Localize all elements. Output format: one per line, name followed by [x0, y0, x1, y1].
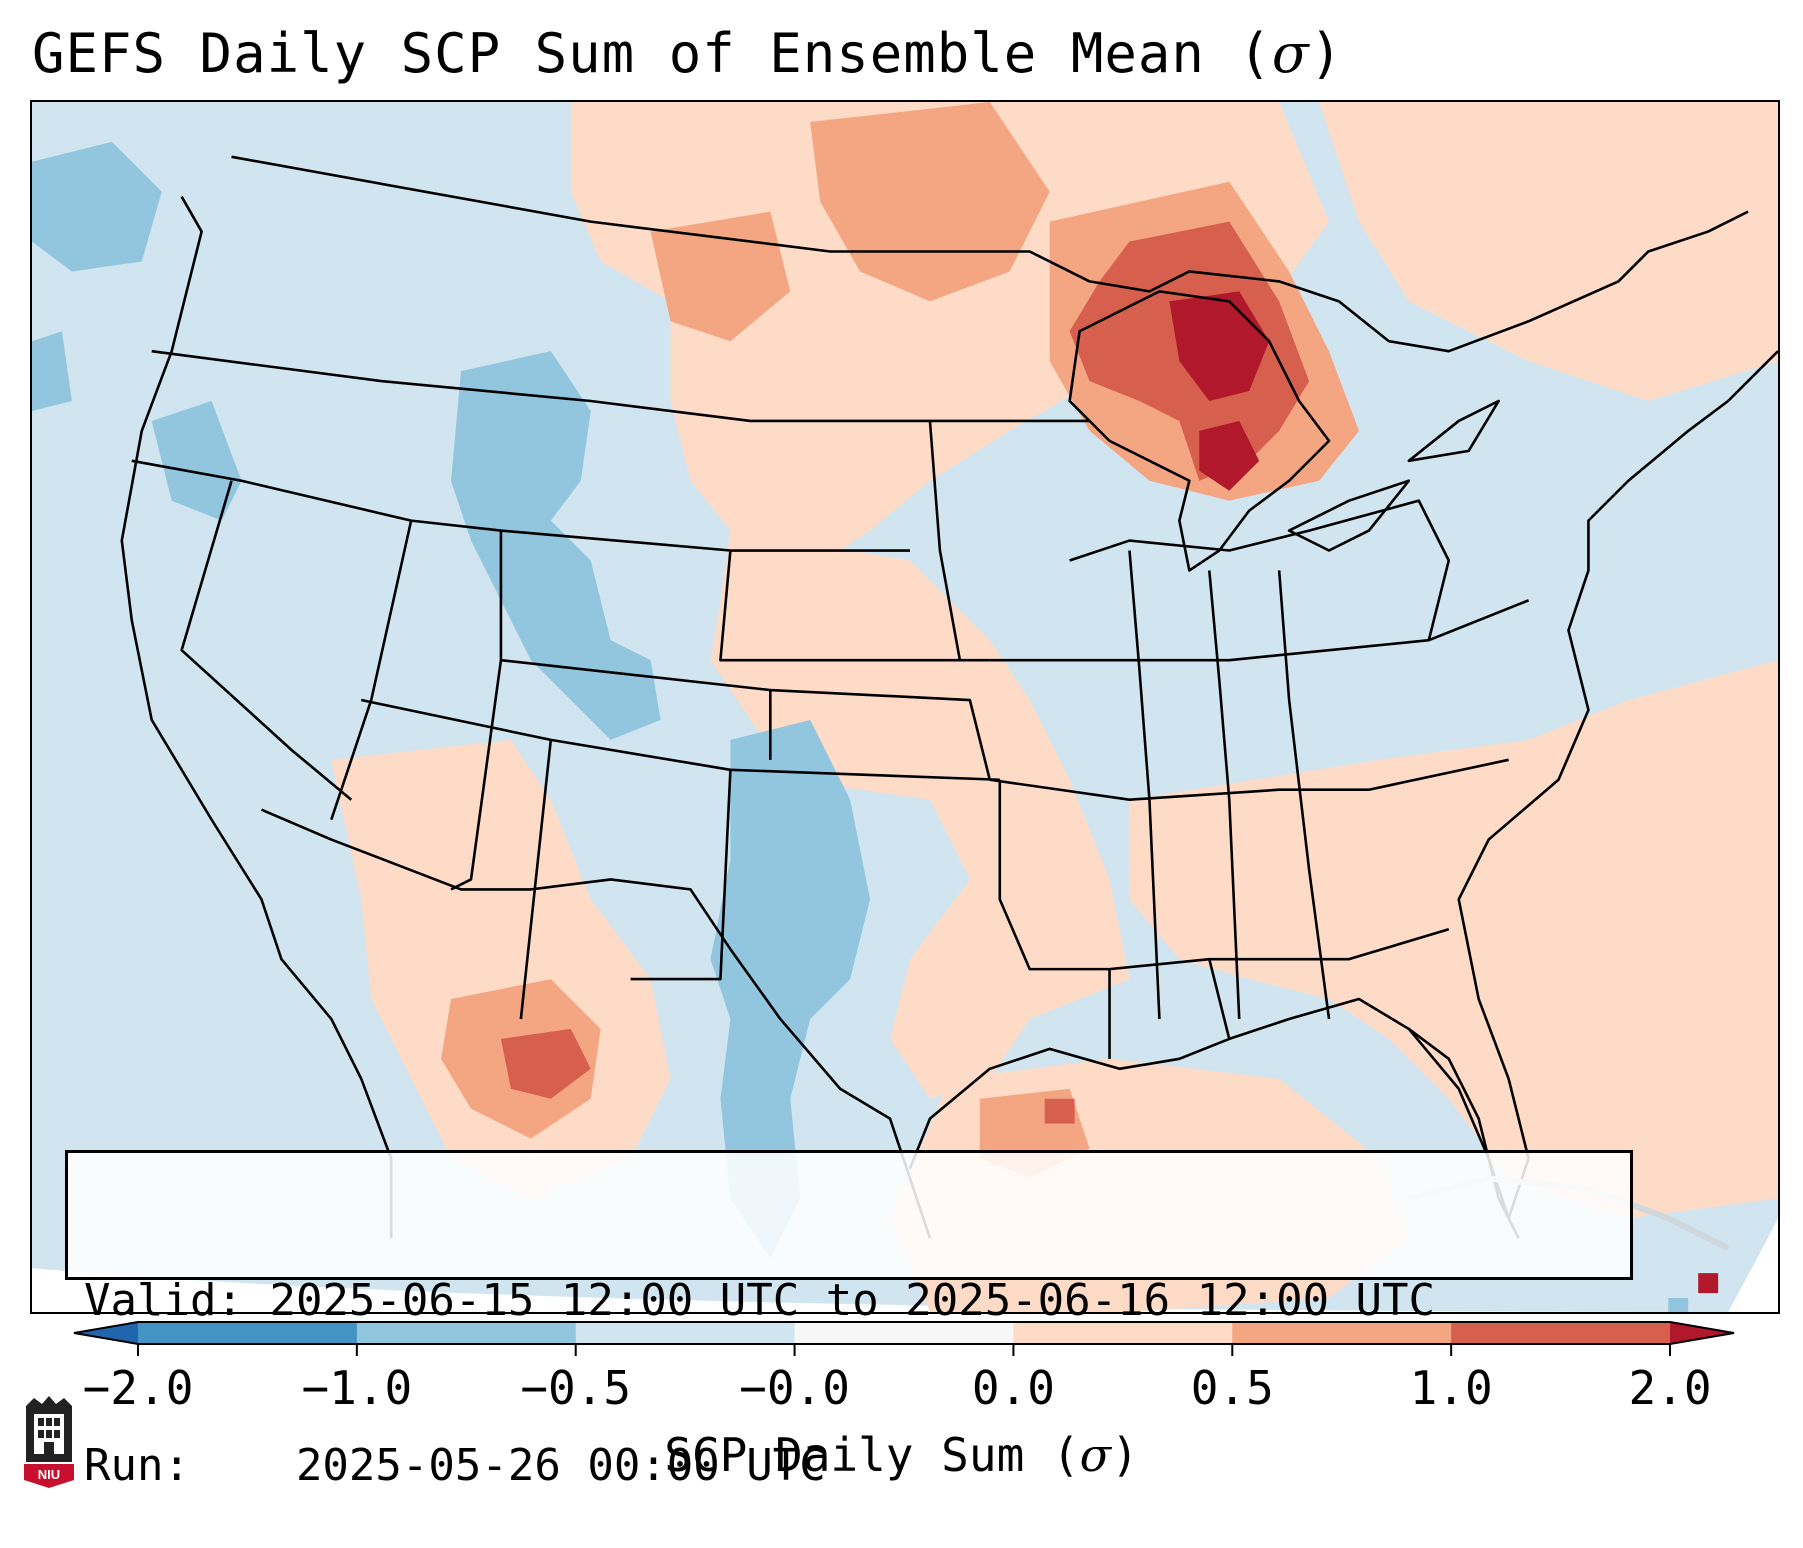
negative-anomaly-field — [32, 141, 1689, 1312]
projection-edge-right — [1728, 1218, 1778, 1312]
colorbar-tick-label: −0.0 — [739, 1361, 850, 1415]
run-value: 2025-05-26 00:00 UTC — [295, 1440, 826, 1491]
colorbar — [73, 1321, 1735, 1356]
great-lakes — [1068, 290, 1500, 572]
valid-run-info-box: Valid: 2025-06-15 12:00 UTC to 2025-06-1… — [65, 1150, 1633, 1491]
valid-line: Valid: 2025-06-15 12:00 UTC to 2025-06-1… — [84, 1273, 1614, 1328]
map-svg — [32, 102, 1778, 1312]
colorbar-label-sigma: σ — [1079, 1428, 1112, 1482]
colorbar-tick-label: 2.0 — [1628, 1361, 1712, 1415]
state-lines-west — [131, 349, 1090, 1020]
projection-edge — [32, 1268, 1778, 1312]
title-text: GEFS Daily SCP Sum of Ensemble Mean ( — [32, 22, 1272, 85]
colorbar-segment — [356, 1322, 577, 1344]
run-line: Run: 2025-05-26 00:00 UTC — [84, 1438, 1614, 1493]
mexico-border — [260, 808, 932, 1239]
state-lines-east — [989, 499, 1530, 1059]
colorbar-tick-label: −2.0 — [82, 1361, 194, 1415]
map-panel — [30, 100, 1780, 1314]
logo-text: NIU — [38, 1467, 60, 1482]
title-sigma: σ — [1271, 22, 1310, 85]
colorbar-tick-label: 0.5 — [1190, 1361, 1274, 1415]
colorbar-svg — [73, 1321, 1735, 1356]
colorbar-under-extension — [74, 1322, 138, 1344]
colorbar-segment — [1451, 1322, 1671, 1344]
colorbar-over-extension — [1670, 1322, 1734, 1344]
colorbar-tick-label: −0.5 — [520, 1361, 632, 1415]
colorbar-tick-label: 1.0 — [1409, 1361, 1493, 1415]
colorbar-segment — [794, 1322, 1014, 1344]
chart-title: GEFS Daily SCP Sum of Ensemble Mean (σ) — [32, 22, 1343, 86]
run-label: Run: — [84, 1440, 190, 1491]
colorbar-segment — [575, 1322, 796, 1344]
colorbar-label: SCP Daily Sum (σ) — [0, 1428, 1803, 1482]
west-coast — [120, 196, 393, 1239]
colorbar-label-text: SCP Daily Sum ( — [664, 1428, 1080, 1482]
borders — [120, 155, 1778, 1251]
colorbar-segment — [138, 1322, 358, 1344]
title-close: ) — [1309, 22, 1344, 85]
colorbar-tick-label: 0.0 — [971, 1361, 1055, 1415]
niu-seal-icon: NIU — [24, 1396, 74, 1488]
colorbar-segment — [1232, 1322, 1452, 1344]
colorbar-segment — [1013, 1322, 1233, 1344]
us-canada-border — [231, 155, 1749, 353]
valid-label: Valid: — [84, 1275, 243, 1326]
colorbar-label-close: ) — [1111, 1428, 1139, 1482]
colorbar-tick-label: −1.0 — [301, 1361, 413, 1415]
niu-logo: NIU — [20, 1392, 78, 1488]
valid-value: 2025-06-15 12:00 UTC to 2025-06-16 12:00… — [269, 1275, 1436, 1326]
